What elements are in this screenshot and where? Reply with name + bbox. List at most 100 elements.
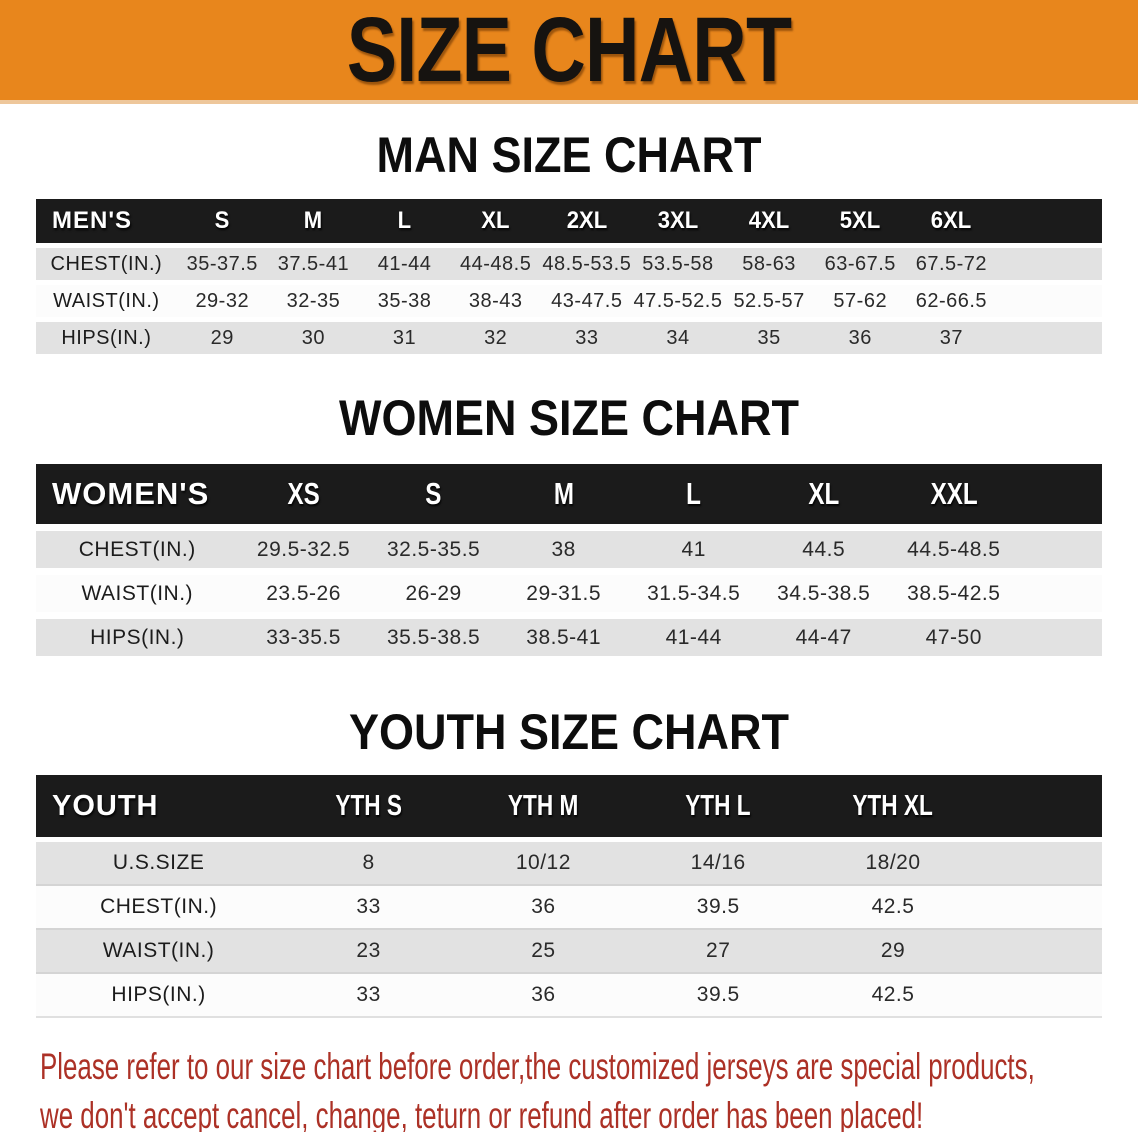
row-label: HIPS(IN.) <box>90 625 185 649</box>
size-value: 39.5 <box>630 884 806 929</box>
row-filler <box>997 285 1102 317</box>
size-column-header: L <box>358 199 451 243</box>
size-column-header: M <box>267 199 359 243</box>
row-filler <box>1019 531 1102 568</box>
size-value: 38 <box>551 537 576 561</box>
row-label: WAIST(IN.) <box>53 289 160 312</box>
size-value: 23.5-26 <box>266 581 341 605</box>
row-label: HIPS(IN.) <box>61 326 152 349</box>
table-row: CHEST(IN.) 29.5-32.5 32.5-35.5 38 41 44.5 44.5… <box>36 531 1102 568</box>
size-value: 36 <box>455 884 631 929</box>
size-column-header: YTH XL <box>805 775 981 842</box>
size-value: 38.5-42.5 <box>907 581 1001 605</box>
row-label: CHEST(IN.) <box>50 252 163 275</box>
size-column-header: 2XL <box>541 199 633 243</box>
size-value: 29.5-32.5 <box>256 537 351 561</box>
size-value: 32 <box>484 326 508 349</box>
row-filler <box>1019 619 1102 656</box>
size-value: 67.5-72 <box>915 252 988 275</box>
size-value: 42.5 <box>805 884 981 929</box>
size-value: 62-66.5 <box>915 289 988 312</box>
size-value: 35-38 <box>377 289 432 312</box>
size-value: 30 <box>301 326 326 349</box>
size-column-header: 4XL <box>723 199 815 243</box>
youth-size-table: YOUTH YTH S YTH M YTH L YTH XL U.S.SIZE 8 10/12… <box>36 775 1102 1018</box>
row-filler <box>980 928 1102 973</box>
size-column-header: YTH L <box>630 775 806 842</box>
row-label: HIPS(IN.) <box>36 972 282 1018</box>
row-filler <box>980 972 1102 1018</box>
size-value: 32-35 <box>286 289 341 312</box>
table-header-row: WOMEN'S XS S M L XL XXL <box>36 464 1102 524</box>
row-label: WAIST(IN.) <box>81 581 194 605</box>
table-header-row: MEN'S S M L XL 2XL 3XL 4XL 5XL 6XL <box>36 199 1102 243</box>
banner: SIZE CHART <box>0 0 1138 104</box>
size-value: 36 <box>455 972 631 1018</box>
size-column-header: YTH M <box>455 775 631 842</box>
row-label: CHEST(IN.) <box>78 537 196 561</box>
size-value: 33 <box>281 884 456 929</box>
size-value: 38-43 <box>468 289 523 312</box>
table-header-label: YOUTH <box>36 775 282 842</box>
table-row: HIPS(IN.) 29 30 31 32 33 34 35 36 37 <box>36 322 1102 354</box>
size-value: 29-32 <box>195 289 250 312</box>
row-label: U.S.SIZE <box>112 851 205 874</box>
size-value: 34 <box>666 326 690 349</box>
size-value: 52.5-57 <box>733 289 805 312</box>
table-row: CHEST(IN.) 33 36 39.5 42.5 <box>36 884 1102 929</box>
table-row: U.S.SIZE 8 10/12 14/16 18/20 <box>36 839 1102 885</box>
size-value: 38.5-41 <box>526 625 602 649</box>
size-value: 47.5-52.5 <box>633 289 723 312</box>
size-value: 48.5-53.5 <box>542 252 632 275</box>
size-value: 44.5 <box>802 537 846 561</box>
disclaimer-line-1: Please refer to our size chart before or… <box>40 1046 1035 1087</box>
size-value: 44-48.5 <box>460 252 532 275</box>
section-men: MAN SIZE CHART MEN'S S M L XL 2XL 3XL 4XL 5XL 6XL… <box>0 128 1138 359</box>
table-row: WAIST(IN.) 23.5-26 26-29 29-31.5 31.5-34.5 34… <box>36 575 1102 612</box>
size-value: 32.5-35.5 <box>386 537 481 561</box>
section-women: WOMEN SIZE CHART WOMEN'S XS S M L XL XXL CHEST(… <box>0 391 1138 663</box>
size-column-header: L <box>628 464 759 524</box>
table-header-label: MEN'S <box>36 199 177 243</box>
size-column-header: S <box>176 199 268 243</box>
table-header-row: YOUTH YTH S YTH M YTH L YTH XL <box>36 775 1102 842</box>
size-value: 35.5-38.5 <box>386 625 481 649</box>
size-column-header: XS <box>238 464 369 524</box>
table-row: WAIST(IN.) 29-32 32-35 35-38 38-43 43-47.5 47.… <box>36 285 1102 317</box>
size-value: 37.5-41 <box>277 252 350 275</box>
page-title: SIZE CHART <box>346 0 792 101</box>
size-column-header: 6XL <box>905 199 997 243</box>
row-filler <box>997 322 1102 354</box>
size-value: 42.5 <box>805 972 981 1018</box>
size-value: 31 <box>392 326 417 349</box>
size-column-header: XL <box>758 464 889 524</box>
row-filler <box>980 884 1102 929</box>
size-value: 63-67.5 <box>824 252 896 275</box>
size-value: 37 <box>939 326 964 349</box>
table-row: CHEST(IN.) 35-37.5 37.5-41 41-44 44-48.5 48.5… <box>36 248 1102 280</box>
women-section-title: WOMEN SIZE CHART <box>339 390 799 446</box>
size-value: 41-44 <box>377 252 432 275</box>
size-value: 36 <box>848 326 872 349</box>
size-column-header: XL <box>450 199 542 243</box>
header-filler <box>996 199 1102 243</box>
size-value: 58-63 <box>742 252 796 275</box>
size-value: 43-47.5 <box>551 289 623 312</box>
size-value: 44-47 <box>795 625 852 649</box>
size-value: 35-37.5 <box>186 252 258 275</box>
size-value: 23 <box>281 928 456 973</box>
size-value: 33-35.5 <box>266 625 341 649</box>
header-filler <box>980 775 1102 842</box>
size-value: 18/20 <box>865 851 921 874</box>
size-value: 35 <box>757 326 781 349</box>
size-value: 29 <box>210 326 234 349</box>
size-value: 27 <box>630 928 806 973</box>
size-value: 8 <box>362 851 375 874</box>
disclaimer: Please refer to our size chart before or… <box>40 1042 1138 1132</box>
row-label: WAIST(IN.) <box>36 928 282 973</box>
size-value: 26-29 <box>405 581 462 605</box>
size-value: 53.5-58 <box>642 252 714 275</box>
size-value: 34.5-38.5 <box>777 581 871 605</box>
size-value: 14/16 <box>690 851 746 874</box>
